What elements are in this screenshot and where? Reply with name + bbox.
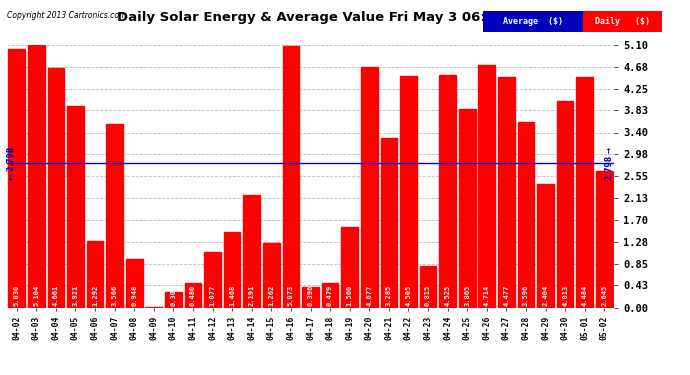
Bar	[557, 101, 573, 308]
Text: 2.798 →: 2.798 →	[605, 147, 614, 180]
Bar	[263, 243, 279, 308]
Bar	[244, 195, 260, 308]
Bar	[498, 77, 515, 308]
Text: Daily   ($): Daily ($)	[595, 17, 650, 26]
Bar	[440, 75, 456, 308]
Bar	[87, 241, 104, 308]
Text: 4.484: 4.484	[582, 285, 588, 306]
Text: 0.396: 0.396	[308, 285, 313, 306]
Text: 4.477: 4.477	[504, 285, 509, 306]
Text: 2.645: 2.645	[601, 285, 607, 306]
Text: 5.073: 5.073	[288, 285, 294, 306]
Text: 4.013: 4.013	[562, 285, 568, 306]
Bar	[596, 171, 613, 308]
Text: 1.262: 1.262	[268, 285, 275, 306]
Bar	[8, 49, 25, 308]
Bar	[420, 266, 436, 308]
Text: 1.077: 1.077	[210, 285, 215, 306]
Text: 3.566: 3.566	[112, 285, 117, 306]
Bar	[28, 45, 45, 308]
Text: ← 2.798: ← 2.798	[7, 147, 16, 180]
Bar	[459, 109, 475, 308]
Text: Daily Solar Energy & Average Value Fri May 3 06:12: Daily Solar Energy & Average Value Fri M…	[117, 11, 504, 24]
Bar	[185, 283, 201, 308]
Text: 3.921: 3.921	[72, 285, 79, 306]
Text: 3.285: 3.285	[386, 285, 392, 306]
Bar	[146, 307, 162, 308]
Text: 0.013: 0.013	[151, 285, 157, 306]
Bar	[342, 227, 358, 308]
Bar	[518, 122, 534, 308]
Text: 4.677: 4.677	[366, 285, 373, 306]
Bar	[322, 283, 338, 308]
Bar	[67, 106, 83, 308]
Bar	[576, 77, 593, 308]
Bar	[302, 287, 319, 308]
Bar	[204, 252, 221, 308]
Text: Average  ($): Average ($)	[503, 17, 563, 26]
Text: 0.948: 0.948	[131, 285, 137, 306]
Text: 0.479: 0.479	[327, 285, 333, 306]
Text: 1.560: 1.560	[346, 285, 353, 306]
Text: 3.596: 3.596	[523, 285, 529, 306]
Text: 0.815: 0.815	[425, 285, 431, 306]
Bar	[165, 292, 181, 308]
Bar	[361, 67, 377, 308]
Bar	[224, 232, 241, 308]
Text: 4.714: 4.714	[484, 285, 490, 306]
Text: 3.865: 3.865	[464, 285, 470, 306]
Text: 1.468: 1.468	[229, 285, 235, 306]
Text: 4.505: 4.505	[406, 285, 411, 306]
Text: 5.030: 5.030	[14, 285, 20, 306]
Text: 2.404: 2.404	[542, 285, 549, 306]
Bar	[48, 68, 64, 308]
Bar	[283, 46, 299, 308]
Bar	[126, 259, 143, 308]
Text: 2.191: 2.191	[248, 285, 255, 306]
Bar	[106, 124, 123, 308]
Text: 0.307: 0.307	[170, 285, 177, 306]
Text: 0.480: 0.480	[190, 285, 196, 306]
Text: 5.104: 5.104	[33, 285, 39, 306]
Text: Copyright 2013 Cartronics.com: Copyright 2013 Cartronics.com	[7, 11, 126, 20]
Bar	[380, 138, 397, 308]
Bar	[538, 184, 554, 308]
Bar	[400, 76, 417, 307]
Text: 4.525: 4.525	[444, 285, 451, 306]
Text: 4.661: 4.661	[53, 285, 59, 306]
Bar	[478, 65, 495, 308]
Text: 1.292: 1.292	[92, 285, 98, 306]
